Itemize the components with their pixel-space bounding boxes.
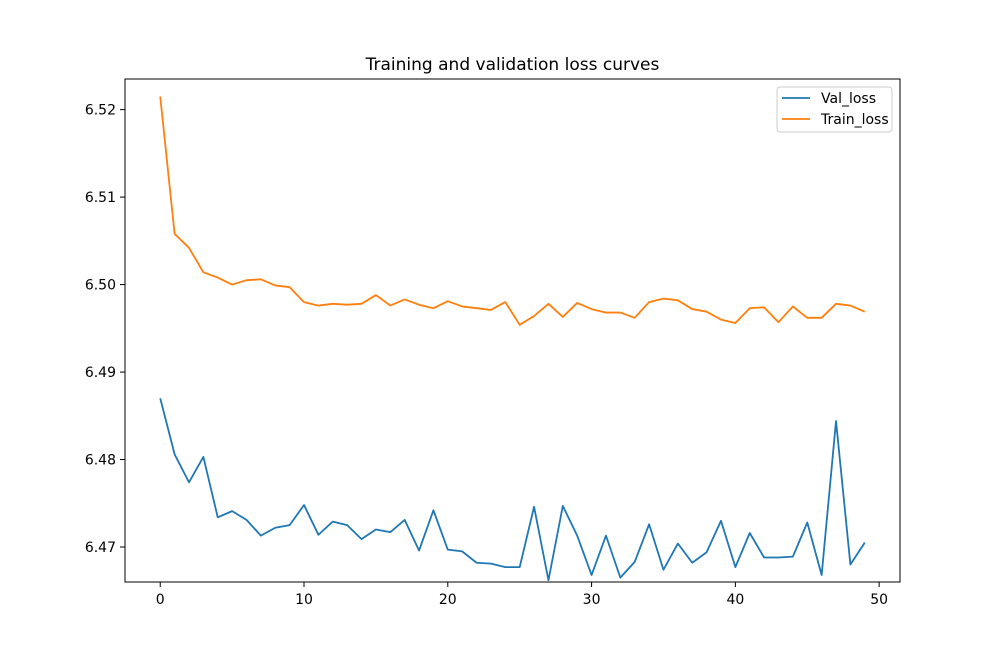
x-tick-label: 20 (439, 592, 457, 608)
y-tick-label: 6.52 (85, 103, 116, 119)
series-lines (159, 96, 866, 582)
x-tick-label: 30 (583, 592, 601, 608)
y-tick-label: 6.48 (85, 453, 116, 469)
y-tick-label: 6.50 (85, 278, 116, 294)
x-tick-label: 40 (726, 592, 744, 608)
x-tick-label: 0 (156, 592, 165, 608)
legend-label-val-loss: Val_loss (821, 91, 876, 107)
y-tick-label: 6.47 (85, 540, 116, 556)
chart-title: Training and validation loss curves (365, 55, 660, 75)
series-line-train-loss (159, 96, 866, 326)
plot-background (125, 79, 900, 582)
x-tick-label: 10 (295, 592, 313, 608)
series-line-val-loss (159, 398, 866, 582)
legend-label-train-loss: Train_loss (820, 112, 889, 128)
x-tick-label: 50 (870, 592, 888, 608)
plot-area (124, 78, 901, 583)
y-tick-label: 6.49 (85, 365, 116, 381)
x-axis: 0 10 20 30 40 50 (156, 582, 888, 608)
y-axis: 6.47 6.48 6.49 6.50 6.51 6.52 (85, 103, 125, 556)
plot-frame (124, 78, 901, 583)
y-tick-label: 6.51 (85, 190, 116, 206)
legend: Val_loss Train_loss (776, 86, 893, 133)
